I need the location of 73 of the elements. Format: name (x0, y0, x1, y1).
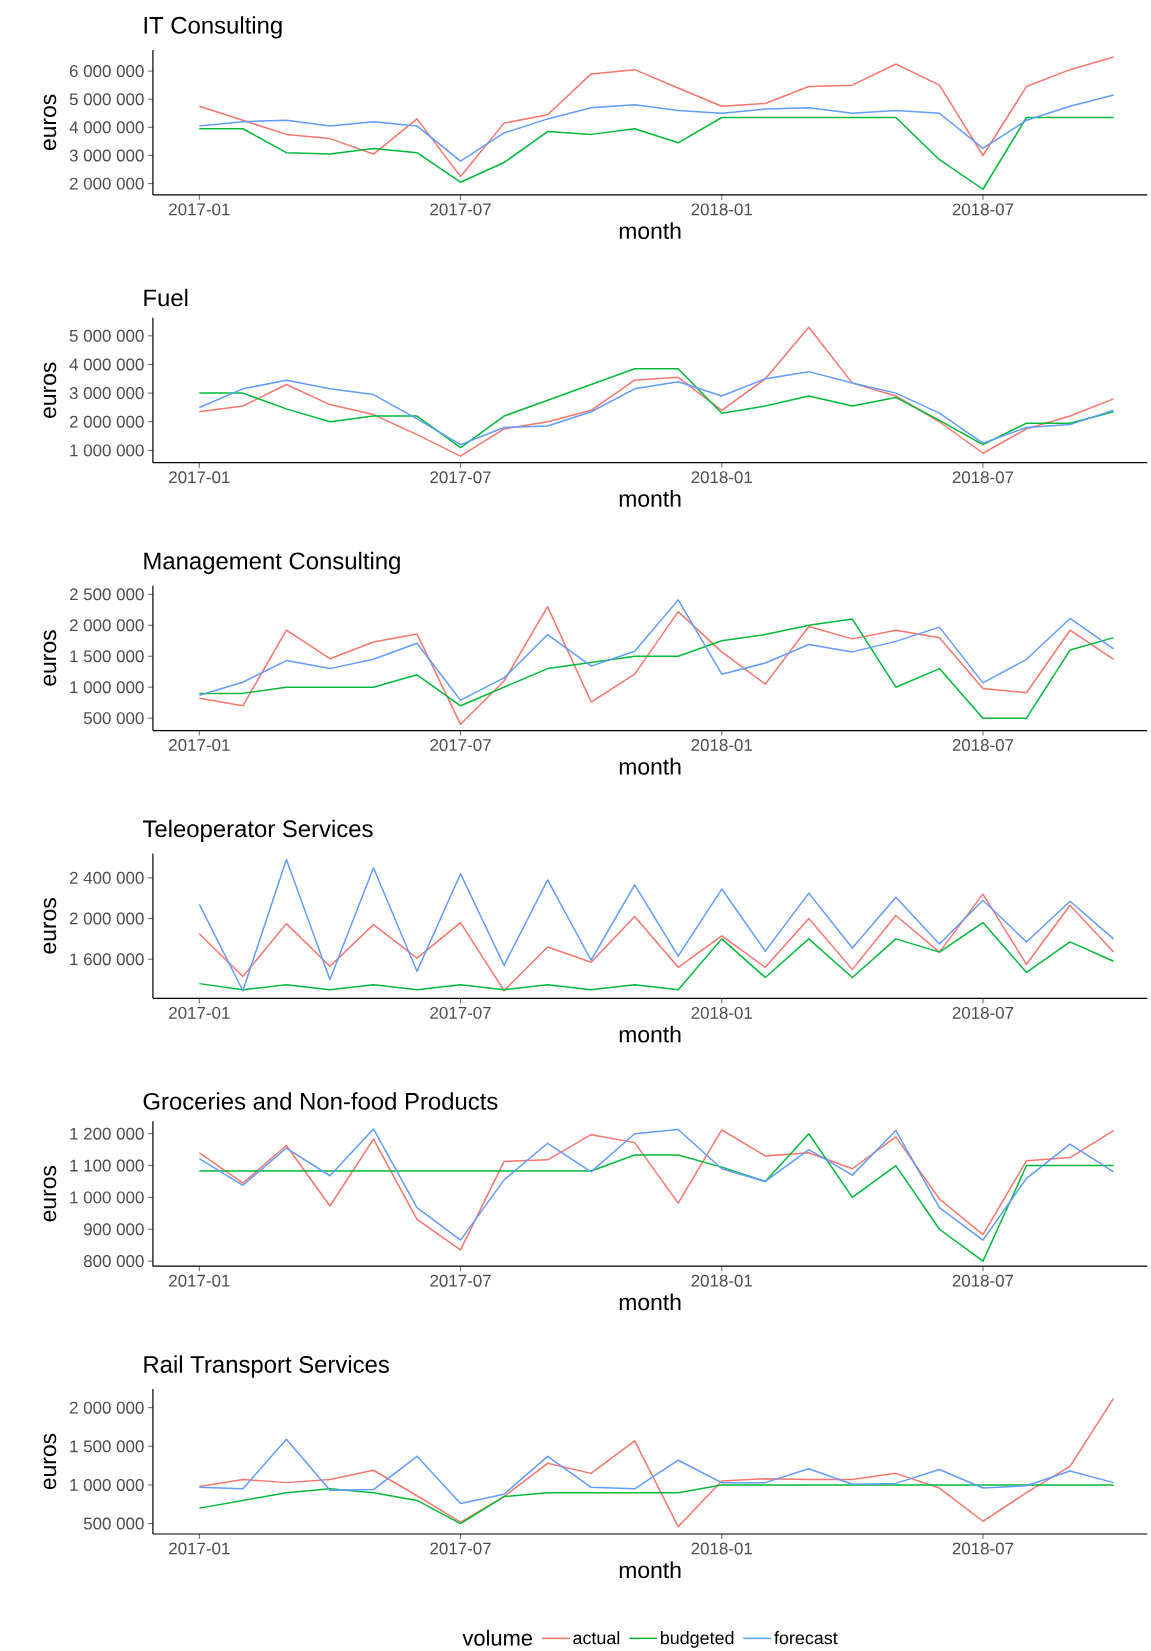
y-tick-label: 1 000 000 (70, 1191, 144, 1204)
x-tick-label: 2018-01 (691, 1274, 752, 1287)
x-tick-label: 2018-01 (691, 203, 752, 216)
y-axis-title: euros (43, 1165, 57, 1222)
y-tick-label: 2 000 000 (69, 177, 144, 190)
x-tick-label: 2018-07 (952, 471, 1014, 484)
y-tick-label: 500 000 (83, 712, 144, 725)
y-tick-label: 2 400 000 (69, 871, 144, 884)
y-tick-label: 1 500 000 (70, 650, 144, 663)
x-tick-label: 2018-01 (691, 739, 752, 752)
y-axis-title: euros (43, 94, 57, 151)
x-tick-label: 2017-01 (169, 471, 230, 484)
y-axis-title: euros (43, 630, 57, 686)
legend-label: actual (573, 1631, 619, 1645)
x-tick-label: 2017-01 (169, 203, 230, 216)
y-tick-label: 1 000 000 (70, 1478, 144, 1491)
x-axis-title: month (619, 757, 681, 775)
chart-title: Management Consulting (144, 551, 400, 575)
x-tick-label: 2018-01 (691, 1542, 752, 1555)
y-tick-label: 2 000 000 (69, 415, 144, 428)
x-tick-label: 2017-01 (169, 739, 230, 752)
y-tick-label: 4 000 000 (69, 121, 144, 134)
x-tick-label: 2017-07 (430, 739, 491, 752)
y-tick-label: 3 000 000 (69, 387, 144, 400)
x-tick-label: 2017-07 (430, 1006, 491, 1019)
x-tick-label: 2018-07 (952, 1542, 1014, 1555)
chart-title: Rail Transport Services (144, 1355, 389, 1378)
y-tick-label: 900 000 (83, 1223, 144, 1236)
chart-title: IT Consulting (144, 16, 282, 39)
x-tick-label: 2018-07 (952, 1006, 1014, 1019)
y-tick-label: 800 000 (83, 1255, 144, 1268)
x-axis-title: month (619, 222, 681, 240)
y-tick-label: 1 200 000 (70, 1127, 144, 1140)
x-axis-title: month (619, 490, 681, 507)
legend-label: budgeted (660, 1631, 734, 1648)
y-tick-label: 3 000 000 (69, 149, 144, 162)
y-tick-label: 1 100 000 (70, 1159, 144, 1172)
x-tick-label: 2017-01 (169, 1542, 230, 1555)
y-tick-label: 2 000 000 (69, 619, 144, 632)
x-tick-label: 2017-07 (430, 1542, 491, 1555)
y-tick-label: 1 500 000 (70, 1440, 144, 1453)
y-tick-label: 1 600 000 (70, 953, 144, 966)
y-tick-label: 2 000 000 (69, 1401, 144, 1414)
x-axis-title: month (619, 1293, 681, 1311)
y-axis-title: euros (43, 1433, 57, 1490)
x-tick-label: 2017-07 (430, 203, 491, 216)
y-tick-label: 1 000 000 (70, 444, 144, 457)
y-tick-label: 4 000 000 (69, 358, 144, 371)
x-tick-label: 2017-01 (169, 1006, 230, 1019)
y-tick-label: 5 000 000 (69, 93, 144, 106)
x-axis-title: month (619, 1561, 681, 1579)
x-tick-label: 2018-07 (952, 739, 1014, 752)
legend-title: volume (462, 1629, 532, 1646)
x-tick-label: 2018-01 (691, 471, 752, 484)
y-tick-label: 5 000 000 (69, 329, 144, 342)
chart-title: Fuel (144, 288, 188, 307)
x-tick-label: 2018-07 (952, 1274, 1014, 1287)
y-axis-title: euros (43, 898, 57, 954)
x-tick-label: 2018-07 (952, 203, 1014, 216)
y-tick-label: 2 000 000 (69, 912, 144, 925)
x-tick-label: 2018-01 (691, 1006, 752, 1019)
y-tick-label: 500 000 (83, 1517, 144, 1530)
x-tick-label: 2017-01 (169, 1274, 230, 1287)
x-tick-label: 2017-07 (430, 471, 491, 484)
x-axis-title: month (619, 1025, 681, 1043)
chart-title: Teleoperator Services (142, 819, 373, 842)
y-tick-label: 1 000 000 (70, 681, 144, 694)
y-tick-label: 2 500 000 (69, 588, 144, 601)
legend-label: forecast (774, 1631, 838, 1645)
chart-title: Groceries and Non-food Products (143, 1092, 498, 1110)
y-tick-label: 6 000 000 (69, 65, 144, 78)
x-tick-label: 2017-07 (430, 1274, 491, 1287)
y-axis-title: euros (43, 362, 57, 418)
